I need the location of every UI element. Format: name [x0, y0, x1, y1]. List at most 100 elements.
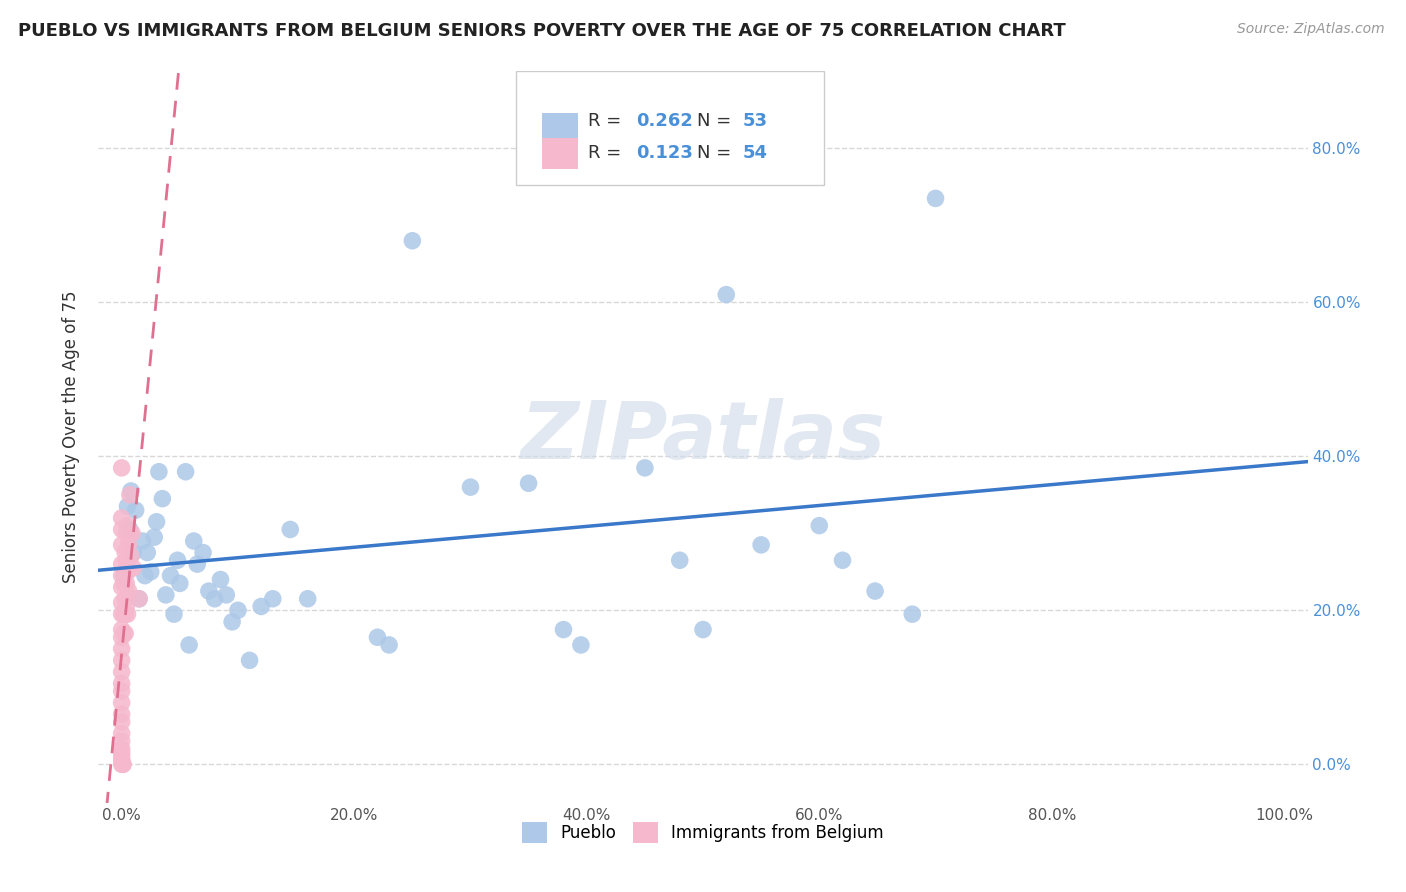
- Point: [169, 576, 191, 591]
- Text: N =: N =: [697, 145, 737, 162]
- Point: [118, 538, 141, 552]
- Text: 0.123: 0.123: [637, 145, 693, 162]
- Text: 54: 54: [742, 145, 768, 162]
- Point: [115, 553, 138, 567]
- FancyBboxPatch shape: [543, 138, 578, 169]
- Point: [118, 488, 141, 502]
- Point: [111, 707, 134, 722]
- Point: [215, 588, 238, 602]
- Point: [191, 545, 214, 559]
- Point: [634, 461, 657, 475]
- Point: [117, 588, 139, 602]
- Point: [111, 596, 134, 610]
- Point: [114, 565, 136, 579]
- Point: [366, 630, 388, 644]
- Point: [124, 503, 146, 517]
- Point: [122, 545, 145, 559]
- Point: [226, 603, 249, 617]
- Point: [111, 749, 134, 764]
- Point: [460, 480, 482, 494]
- Point: [117, 518, 139, 533]
- Point: [378, 638, 401, 652]
- Point: [692, 623, 714, 637]
- Point: [111, 511, 134, 525]
- Point: [111, 630, 134, 644]
- Point: [112, 568, 135, 582]
- Point: [115, 576, 138, 591]
- Point: [155, 588, 177, 602]
- Point: [114, 545, 136, 559]
- Legend: Pueblo, Immigrants from Belgium: Pueblo, Immigrants from Belgium: [516, 815, 890, 849]
- Point: [278, 523, 301, 537]
- Point: [139, 565, 162, 579]
- Point: [111, 742, 134, 756]
- Point: [115, 526, 138, 541]
- Point: [297, 591, 319, 606]
- Point: [186, 557, 208, 571]
- Point: [114, 591, 136, 606]
- Point: [112, 576, 135, 591]
- Point: [112, 626, 135, 640]
- Point: [114, 607, 136, 622]
- Point: [111, 714, 134, 729]
- Point: [120, 549, 142, 564]
- Point: [111, 757, 134, 772]
- Point: [111, 580, 134, 594]
- Point: [111, 746, 134, 760]
- Point: [117, 500, 139, 514]
- Point: [183, 534, 205, 549]
- Point: [111, 754, 134, 768]
- Point: [128, 591, 150, 606]
- Point: [134, 568, 156, 582]
- Text: PUEBLO VS IMMIGRANTS FROM BELGIUM SENIORS POVERTY OVER THE AGE OF 75 CORRELATION: PUEBLO VS IMMIGRANTS FROM BELGIUM SENIOR…: [18, 22, 1066, 40]
- Point: [111, 696, 134, 710]
- Point: [198, 584, 221, 599]
- Text: 0.262: 0.262: [637, 112, 693, 130]
- Point: [150, 491, 173, 506]
- Point: [111, 665, 134, 679]
- Text: ZIPatlas: ZIPatlas: [520, 398, 886, 476]
- Point: [122, 561, 145, 575]
- Point: [111, 557, 134, 571]
- Point: [111, 757, 134, 772]
- Point: [145, 515, 167, 529]
- Point: [668, 553, 690, 567]
- Point: [111, 641, 134, 656]
- Point: [111, 623, 134, 637]
- Text: 53: 53: [742, 112, 768, 130]
- Point: [204, 591, 226, 606]
- Point: [120, 483, 142, 498]
- Point: [136, 545, 159, 559]
- Point: [118, 561, 141, 575]
- Point: [221, 615, 243, 629]
- Point: [115, 599, 138, 614]
- Point: [118, 584, 141, 599]
- Point: [111, 726, 134, 740]
- Point: [716, 287, 738, 301]
- Point: [209, 573, 232, 587]
- Point: [111, 461, 134, 475]
- Point: [517, 476, 540, 491]
- Point: [166, 553, 188, 567]
- Point: [239, 653, 262, 667]
- Point: [111, 757, 134, 772]
- Point: [808, 518, 831, 533]
- Point: [163, 607, 186, 622]
- Point: [118, 523, 141, 537]
- Point: [569, 638, 592, 652]
- Point: [250, 599, 273, 614]
- Point: [128, 591, 150, 606]
- FancyBboxPatch shape: [543, 113, 578, 144]
- Point: [111, 653, 134, 667]
- Point: [749, 538, 772, 552]
- Point: [121, 526, 143, 541]
- Point: [159, 568, 181, 582]
- Y-axis label: Seniors Poverty Over the Age of 75: Seniors Poverty Over the Age of 75: [62, 291, 80, 583]
- Point: [111, 676, 134, 690]
- Point: [262, 591, 284, 606]
- Point: [924, 191, 946, 205]
- Point: [179, 638, 201, 652]
- Point: [401, 234, 423, 248]
- Point: [131, 534, 153, 549]
- Point: [148, 465, 170, 479]
